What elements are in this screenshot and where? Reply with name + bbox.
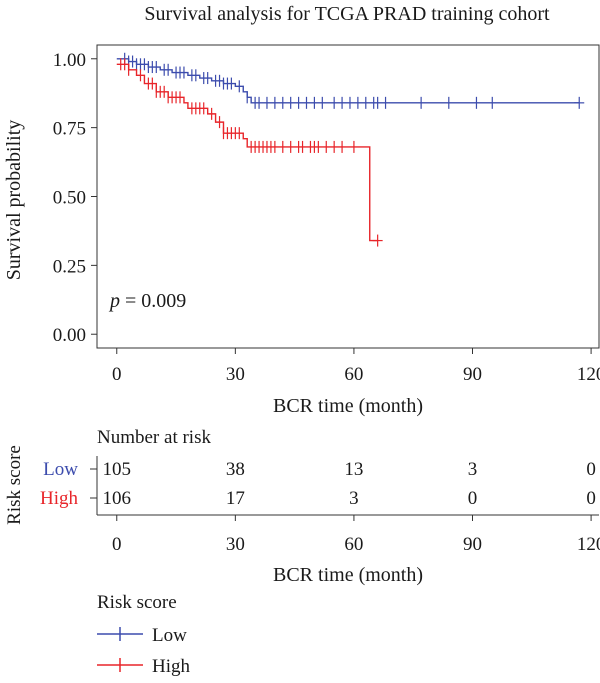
x-tick-label: 120	[577, 364, 600, 385]
x-tick-label: 60	[344, 364, 363, 385]
legend: Risk score Low High	[97, 592, 191, 677]
risk-table-rows: Low 105 38 13 3 0 High 106 17 3 0 0	[40, 459, 596, 509]
risk-table-ylabel: Risk score	[4, 445, 25, 525]
x-axis-label: BCR time (month)	[273, 395, 423, 417]
survival-plot: 0.00 0.25 0.50 0.75 1.00 0 30 60 90 120 Survival…	[3, 44, 600, 417]
legend-title: Risk score	[97, 592, 177, 613]
chart-title: Survival analysis for TCGA PRAD training…	[144, 3, 550, 25]
risk-table-x-axis: 0 30 60 90 120	[112, 515, 600, 555]
legend-label-low: Low	[152, 625, 187, 646]
risk-x-tick-label: 120	[577, 534, 600, 555]
p-symbol: p	[108, 290, 120, 312]
risk-table-xlabel: BCR time (month)	[273, 564, 423, 586]
legend-items: Low High	[97, 625, 191, 677]
risk-table: Number at risk Risk score Low 105 38 13 3 0Hi…	[4, 427, 600, 586]
p-value: = 0.009	[120, 290, 186, 312]
risk-row-label-high: High	[40, 488, 79, 509]
y-axis: 0.00 0.25 0.50 0.75 1.00	[53, 50, 97, 346]
x-axis: 0 30 60 90 120	[112, 348, 600, 385]
x-tick-label: 30	[226, 364, 245, 385]
risk-count-high: 106	[103, 488, 132, 509]
risk-count-high: 17	[226, 488, 245, 509]
x-tick-label: 0	[112, 364, 122, 385]
y-tick-label: 0.00	[53, 325, 86, 346]
y-tick-label: 0.50	[53, 188, 86, 209]
risk-x-tick-label: 90	[463, 534, 482, 555]
y-tick-label: 0.75	[53, 119, 86, 140]
risk-x-tick-label: 60	[344, 534, 363, 555]
risk-count-low: 13	[344, 459, 363, 480]
risk-x-tick-label: 0	[112, 534, 122, 555]
risk-count-low: 3	[468, 459, 478, 480]
x-tick-label: 90	[463, 364, 482, 385]
y-tick-label: 0.25	[53, 256, 86, 277]
curve-low	[116, 58, 580, 104]
risk-table-title: Number at risk	[97, 427, 211, 448]
risk-row-label-low: Low	[43, 459, 78, 480]
risk-count-low: 38	[226, 459, 245, 480]
legend-label-high: High	[152, 656, 191, 677]
risk-count-high: 3	[349, 488, 359, 509]
survival-curves	[116, 52, 585, 247]
risk-x-tick-label: 30	[226, 534, 245, 555]
risk-count-low: 105	[103, 459, 132, 480]
risk-count-high: 0	[468, 488, 478, 509]
risk-count-low: 0	[586, 459, 596, 480]
p-value-annotation: p = 0.009	[108, 290, 186, 312]
y-tick-label: 1.00	[53, 50, 86, 71]
risk-count-high: 0	[586, 488, 596, 509]
y-axis-label: Survival probability	[3, 120, 25, 281]
